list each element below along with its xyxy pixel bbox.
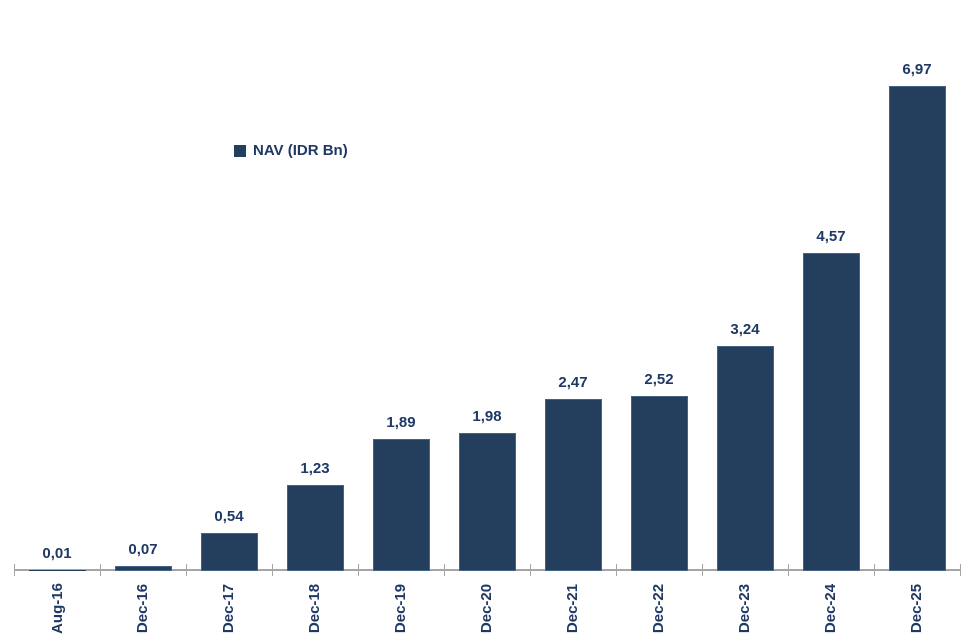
x-axis-label-Dec-24: Dec-24 (801, 579, 861, 636)
x-axis-label-Dec-25: Dec-25 (887, 579, 947, 636)
bar-Dec-20 (459, 433, 516, 571)
bar-Dec-18 (287, 485, 344, 571)
x-axis-tick (272, 564, 273, 576)
bar-Dec-17 (201, 533, 258, 571)
x-axis-label-text: Dec-18 (306, 583, 324, 633)
bar-Dec-25 (889, 86, 946, 571)
x-axis-label-Dec-16: Dec-16 (113, 579, 173, 636)
x-axis-tick (960, 564, 961, 576)
x-axis-label-Dec-18: Dec-18 (285, 579, 345, 636)
value-label-Dec-19: 1,89 (386, 414, 416, 431)
legend-label: NAV (IDR Bn) (253, 142, 348, 159)
x-axis-tick (616, 564, 617, 576)
bar-Dec-16 (115, 566, 172, 571)
x-axis-tick (444, 564, 445, 576)
x-axis-label-Dec-22: Dec-22 (629, 579, 689, 636)
x-axis-tick (100, 564, 101, 576)
value-label-Dec-23: 3,24 (730, 321, 760, 338)
x-axis-tick (702, 564, 703, 576)
x-axis-label-text: Aug-16 (48, 582, 66, 634)
x-axis-tick (186, 564, 187, 576)
x-axis-label-text: Dec-22 (650, 583, 668, 633)
value-label-Dec-22: 2,52 (644, 371, 674, 388)
x-axis-tick (530, 564, 531, 576)
x-axis-label-text: Dec-24 (822, 583, 840, 633)
bar-Dec-21 (545, 399, 602, 571)
bar-Aug-16 (29, 570, 86, 571)
value-label-Dec-18: 1,23 (300, 460, 330, 477)
legend-swatch-icon (234, 144, 246, 157)
chart-legend: NAV (IDR Bn) (234, 142, 348, 159)
x-axis-label-Dec-19: Dec-19 (371, 579, 431, 636)
bar-Dec-24 (803, 253, 860, 571)
x-axis-label-text: Dec-19 (392, 583, 410, 633)
x-axis-label-text: Dec-21 (564, 583, 582, 633)
x-axis-label-Dec-17: Dec-17 (199, 579, 259, 636)
x-axis-label-Dec-21: Dec-21 (543, 579, 603, 636)
x-axis-label-Dec-23: Dec-23 (715, 579, 775, 636)
x-axis-tick (14, 564, 15, 576)
x-axis-label-text: Dec-25 (908, 583, 926, 633)
value-label-Dec-16: 0,07 (128, 541, 158, 558)
x-axis-label-Dec-20: Dec-20 (457, 579, 517, 636)
x-axis-tick (874, 564, 875, 576)
x-axis-label-text: Dec-16 (134, 583, 152, 633)
x-axis-label-text: Dec-17 (220, 583, 238, 633)
value-label-Dec-21: 2,47 (558, 374, 588, 391)
bar-Dec-22 (631, 395, 688, 571)
value-label-Dec-24: 4,57 (816, 228, 846, 245)
bar-Dec-19 (373, 439, 430, 571)
x-axis-label-Aug-16: Aug-16 (27, 579, 87, 636)
value-label-Dec-17: 0,54 (214, 508, 244, 525)
x-axis-label-text: Dec-20 (478, 583, 496, 633)
x-axis-tick (358, 564, 359, 576)
x-axis-label-text: Dec-23 (736, 583, 754, 633)
bar-Dec-23 (717, 345, 774, 571)
value-label-Dec-25: 6,97 (902, 61, 932, 78)
x-axis-tick (788, 564, 789, 576)
value-label-Dec-20: 1,98 (472, 408, 502, 425)
value-label-Aug-16: 0,01 (42, 545, 72, 562)
